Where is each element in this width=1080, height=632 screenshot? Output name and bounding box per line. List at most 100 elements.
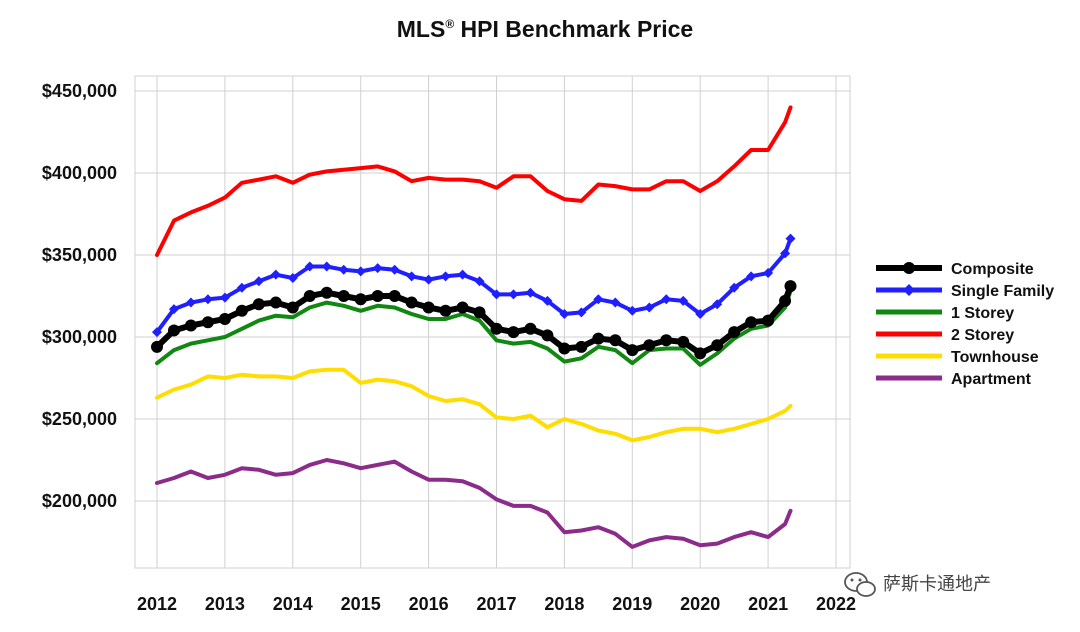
y-tick-label: $300,000	[42, 327, 117, 347]
data-point-composite	[677, 335, 690, 348]
y-tick-label: $350,000	[42, 245, 117, 265]
data-point-single-family	[355, 266, 366, 277]
data-point-single-family	[559, 309, 570, 320]
data-point-composite	[337, 290, 350, 302]
legend-label: Townhouse	[951, 349, 1039, 366]
data-point-single-family	[695, 309, 706, 320]
data-point-single-family	[202, 294, 213, 305]
data-point-composite	[745, 316, 758, 329]
data-point-composite	[405, 296, 418, 309]
data-point-composite	[643, 339, 656, 352]
data-point-single-family	[321, 261, 332, 272]
y-tick-label: $200,000	[42, 491, 117, 511]
data-point-composite	[558, 342, 571, 355]
grid	[134, 75, 851, 569]
x-axis: 2012 2013 2014 2015 2016 2017 2018 2019 2020 2021…	[137, 594, 856, 614]
series-line-apartment	[155, 458, 793, 549]
x-tick-label: 2020	[680, 594, 720, 614]
x-tick-label: 2021	[748, 594, 788, 614]
data-point-single-family	[423, 274, 434, 285]
data-point-composite	[269, 296, 282, 309]
legend-marker	[903, 284, 915, 296]
series-layer	[151, 105, 797, 549]
data-point-single-family	[593, 294, 604, 305]
data-point-composite	[626, 344, 639, 357]
series-line-2-storey	[155, 105, 793, 257]
legend-label: 2 Storey	[951, 327, 1014, 344]
x-tick-label: 2022	[816, 594, 856, 614]
data-point-composite	[303, 290, 316, 302]
data-point-single-family	[712, 299, 723, 310]
data-point-composite	[286, 301, 299, 314]
data-point-composite	[371, 290, 384, 302]
watermark: 萨斯卡通地产	[844, 572, 991, 597]
data-point-composite	[762, 314, 775, 327]
data-point-composite	[439, 304, 452, 317]
x-tick-label: 2018	[544, 594, 584, 614]
data-point-single-family	[661, 294, 672, 305]
data-point-composite	[422, 301, 435, 314]
legend-label: 1 Storey	[951, 305, 1014, 322]
data-point-composite	[456, 301, 469, 314]
data-point-composite	[507, 326, 520, 339]
data-point-single-family	[185, 297, 196, 308]
legend-marker	[903, 262, 915, 274]
data-point-composite	[252, 298, 265, 311]
chart-title: MLS® HPI Benchmark Price	[397, 16, 693, 42]
data-point-single-family	[644, 302, 655, 313]
series-line-townhouse	[155, 367, 793, 443]
data-point-single-family	[627, 305, 638, 316]
data-point-single-family	[678, 295, 689, 306]
data-point-composite	[167, 324, 180, 337]
data-point-single-family	[152, 327, 162, 338]
y-axis: $200,000 $250,000 $300,000 $350,000 $400,000…	[42, 81, 117, 511]
x-tick-label: 2017	[476, 594, 516, 614]
data-point-single-family	[729, 282, 740, 293]
data-point-single-family	[780, 248, 791, 259]
data-point-composite	[575, 340, 588, 353]
data-point-single-family	[491, 289, 502, 300]
data-point-composite	[728, 326, 741, 339]
data-point-single-family	[576, 307, 587, 318]
data-point-composite	[473, 306, 486, 319]
x-tick-label: 2013	[205, 594, 245, 614]
data-point-composite	[784, 280, 797, 293]
data-point-composite	[660, 334, 673, 347]
data-point-single-family	[389, 264, 400, 275]
data-point-single-family	[440, 271, 451, 282]
data-point-single-family	[236, 282, 247, 293]
data-point-composite	[524, 322, 537, 335]
x-tick-label: 2016	[409, 594, 449, 614]
data-point-single-family	[542, 295, 553, 306]
data-point-composite	[184, 319, 197, 332]
y-tick-label: $250,000	[42, 409, 117, 429]
data-point-single-family	[304, 261, 315, 272]
data-point-single-family	[270, 269, 281, 280]
data-point-single-family	[763, 268, 774, 279]
data-point-composite	[151, 340, 163, 353]
y-tick-label: $400,000	[42, 163, 117, 183]
data-point-single-family	[610, 297, 621, 308]
data-point-composite	[320, 286, 333, 299]
data-point-single-family	[168, 304, 179, 315]
x-tick-label: 2019	[612, 594, 652, 614]
y-tick-label: $450,000	[42, 81, 117, 101]
data-point-single-family	[746, 271, 757, 282]
series-line-1-storey	[155, 289, 793, 367]
data-point-single-family	[474, 276, 485, 287]
data-point-single-family	[338, 264, 349, 275]
data-point-composite	[388, 290, 401, 302]
data-point-composite	[201, 316, 214, 329]
data-point-composite	[609, 334, 622, 347]
data-point-single-family	[525, 287, 536, 298]
wechat-icon	[844, 572, 876, 597]
data-point-composite	[490, 322, 503, 335]
data-point-single-family	[406, 271, 417, 282]
data-point-composite	[592, 332, 605, 345]
data-point-composite	[779, 294, 792, 307]
data-point-single-family	[785, 233, 796, 244]
data-point-single-family	[287, 272, 298, 283]
data-point-composite	[694, 347, 707, 360]
x-tick-label: 2015	[341, 594, 381, 614]
